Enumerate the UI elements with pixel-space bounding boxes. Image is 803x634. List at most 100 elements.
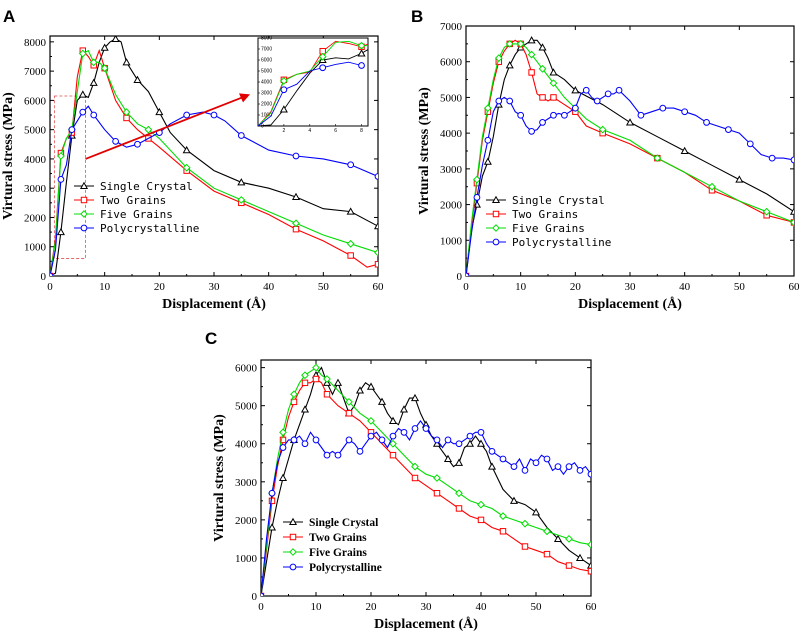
panel-b-legend-item-polycrystalline-label: Polycrystalline xyxy=(512,236,611,249)
panel-c-series-five-grains-point xyxy=(290,390,298,399)
panel-b-series-polycrystalline-point xyxy=(506,97,514,105)
panel-b-series-single-crystal-point xyxy=(538,43,547,51)
panel-c-series-five-grains-point xyxy=(477,500,485,509)
panel-a-legend-item-single-crystal-swatch-marker xyxy=(79,181,89,190)
panel-c-series-two-grains-point xyxy=(389,451,397,459)
panel-c-series-two-grains-point xyxy=(477,516,485,524)
panel-a-letter: A xyxy=(3,7,15,26)
inset-y-tick-label: 5000 xyxy=(261,69,272,75)
panel-c-y-tick-label: 5000 xyxy=(235,401,258,413)
inset-y-tick-label: 4000 xyxy=(261,80,272,86)
panel-a-y-tick-label: 1000 xyxy=(24,242,47,254)
inset-y-tick-label: 7000 xyxy=(261,47,272,53)
panel-a-y-tick-label: 7000 xyxy=(24,66,47,78)
inset-series-five-grains-point xyxy=(357,41,366,50)
panel-c-series-two-grains xyxy=(261,375,591,596)
panel-c-x-tick-label: 60 xyxy=(586,601,598,613)
panel-b: B 0 10 20 30 40 50 60 0 1000 2000 3000 4000 5000 6000 7… xyxy=(411,7,800,312)
panel-b-series-polycrystalline xyxy=(466,86,794,276)
panel-a-x-tick-label: 20 xyxy=(154,281,166,293)
panel-a-series-five-grains-point xyxy=(374,248,378,257)
panel-c-x-tick-label: 20 xyxy=(366,601,378,613)
panel-b-legend-item-five-grains: Five Grains xyxy=(486,222,585,235)
panel-a-series-single-crystal-point xyxy=(89,78,98,86)
panel-c-series-two-grains-point xyxy=(323,391,331,398)
panel-c-series-single-crystal-point xyxy=(454,458,464,466)
panel-c-y-axis-title: Virtural stress (MPa) xyxy=(212,414,227,542)
panel-c-legend-item-five-grains-swatch-marker xyxy=(289,548,297,556)
panel-b-series-five-grains-point xyxy=(516,39,525,48)
panel-c-x-tick-label: 10 xyxy=(311,601,323,613)
panel-b-series-polycrystalline-point xyxy=(768,154,776,162)
panel-a: A0 10 20 30 40 50 6001000200030004000500060007… xyxy=(1,7,384,312)
panel-c-series-polycrystalline-point xyxy=(323,451,331,459)
panel-c-series-single-crystal-point xyxy=(586,561,591,569)
panel-a-inset: 2 4 6 8 0 1000 2000 3000 4000 5000 6000 7000 8000 xyxy=(257,36,369,134)
panel-c-series-polycrystalline-point xyxy=(411,425,419,432)
panel-c-legend-item-two-grains-swatch-marker xyxy=(289,533,297,541)
zoom-arrow-shaft xyxy=(85,94,249,160)
panel-c-series-five-grains-point xyxy=(345,397,353,406)
panel-a-series-single-crystal-point xyxy=(133,75,142,83)
panel-c-x-tick-label: 0 xyxy=(258,601,264,613)
panel-b-y-tick-label: 6000 xyxy=(440,57,463,69)
panel-a-series-two-grains-point xyxy=(123,114,130,122)
panel-c-series-five-grains xyxy=(261,363,591,596)
panel-c-series-single-crystal-point xyxy=(267,523,277,531)
panel-a-series-five-grains-point xyxy=(144,125,153,134)
inset-y-tick-label: 2000 xyxy=(261,102,272,108)
panel-a-series-single-crystal-point xyxy=(122,58,131,66)
panel-c-series-two-grains-point xyxy=(543,550,551,558)
panel-c-x-tick-label: 40 xyxy=(476,601,488,613)
panel-c-y-tick-label: 0 xyxy=(252,591,258,603)
panel-b-series-two-grains-point xyxy=(539,94,546,101)
inset-x-tick-label: 4 xyxy=(308,128,311,134)
panel-c-series-polycrystalline-point xyxy=(444,436,452,444)
panel-c-series-polycrystalline-point xyxy=(499,455,507,463)
inset-y-tick-label: 6000 xyxy=(261,58,272,64)
panel-c-series-two-grains-point xyxy=(279,436,287,444)
panel-b-legend-item-five-grains-label: Five Grains xyxy=(512,222,585,235)
panel-b-series-polycrystalline-point xyxy=(725,126,732,133)
panel-a-series-polycrystalline-point xyxy=(68,126,76,134)
panel-b-series-single-crystal-point xyxy=(527,36,536,44)
panel-b-series-polycrystalline-point xyxy=(528,127,535,135)
panel-b-series-single-crystal-point xyxy=(789,207,794,215)
panel-b-x-axis-title: Displacement (Å) xyxy=(578,296,682,312)
inset-series-polycrystalline-point xyxy=(358,62,365,69)
panel-c-series-five-grains-point xyxy=(312,363,320,372)
panel-a-legend-item-polycrystalline-label: Polycrystalline xyxy=(100,222,199,235)
panel-c-series-polycrystalline-point xyxy=(488,447,496,455)
panel-c-series-polycrystalline-point xyxy=(521,467,529,474)
panel-a-x-tick-label: 10 xyxy=(99,281,111,293)
panel-b-series-polycrystalline-point xyxy=(484,136,492,144)
panel-a-series-polycrystalline-point xyxy=(112,137,119,145)
panel-c-series-single-crystal-point xyxy=(465,439,475,447)
panel-a-series-single-crystal-point xyxy=(291,192,301,201)
zoom-region-box xyxy=(53,95,86,259)
panel-c-legend-item-two-grains-label: Two Grains xyxy=(309,532,367,544)
panel-a-x-tick-label: 30 xyxy=(209,281,221,293)
panel-c-series-single-crystal-point xyxy=(278,473,288,482)
panel-a-series-polycrystalline-point xyxy=(79,108,87,116)
panel-b-series-polycrystalline-point xyxy=(495,97,503,105)
panel-a-y-tick-label: 2000 xyxy=(24,212,47,224)
panel-b-series-polycrystalline-point xyxy=(746,140,754,148)
panel-c-series-two-grains-point xyxy=(312,375,320,383)
panel-b-series-polycrystalline-point xyxy=(571,104,579,112)
panel-c-series-five-grains-point xyxy=(411,462,419,471)
panel-c-legend-item-single-crystal-swatch-marker xyxy=(288,517,298,526)
panel-b-series-polycrystalline-point xyxy=(790,156,794,164)
panel-c-series-five-grains-point xyxy=(587,540,591,549)
panel-b-y-tick-label: 5000 xyxy=(440,92,463,104)
panel-c-series-polycrystalline-point xyxy=(455,440,463,448)
panel-b-series-polycrystalline-point xyxy=(550,111,557,119)
panel-b-series-five-grains-point xyxy=(549,79,558,88)
panel-c-series-five-grains-point xyxy=(543,527,551,536)
panel-a-series-five-grains-point xyxy=(89,58,98,67)
panel-c-series-five-grains-point xyxy=(279,428,287,437)
inset-y-tick-label: 8000 xyxy=(261,36,272,42)
panel-a-series-polycrystalline xyxy=(50,105,378,276)
panel-c-series-single-crystal-point xyxy=(410,393,420,402)
